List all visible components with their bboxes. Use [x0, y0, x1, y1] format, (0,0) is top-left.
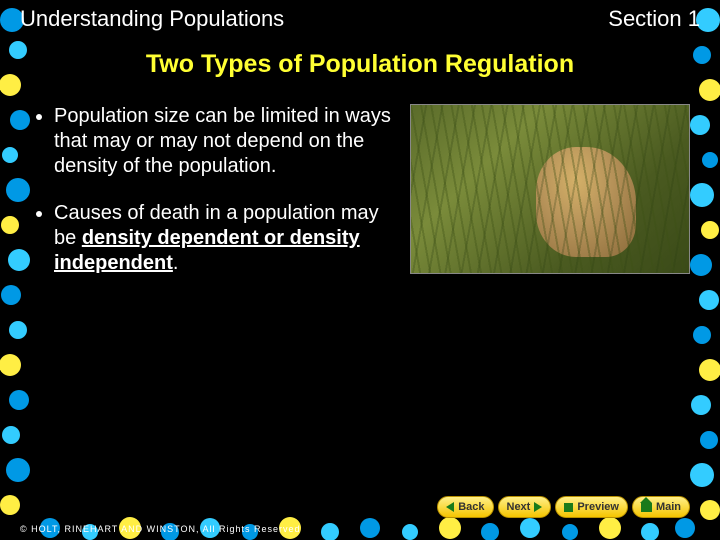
- bullet-term: density dependent or density independent: [54, 227, 360, 274]
- back-button[interactable]: Back: [437, 496, 493, 518]
- bullet-item: Causes of death in a population may be d…: [54, 201, 398, 276]
- next-button[interactable]: Next: [498, 496, 552, 518]
- nav-label: Next: [507, 501, 531, 513]
- header-right: Section 1: [608, 6, 700, 32]
- bullet-text: Population size can be limited in ways t…: [54, 105, 391, 177]
- nav-label: Main: [656, 501, 681, 513]
- arrow-left-icon: [446, 502, 454, 512]
- arrow-right-icon: [534, 502, 542, 512]
- main-button[interactable]: Main: [632, 496, 690, 518]
- content-image: [410, 104, 690, 274]
- header-left: Understanding Populations: [20, 6, 284, 32]
- preview-icon: [564, 503, 573, 512]
- home-icon: [641, 503, 652, 512]
- nav-label: Back: [458, 501, 484, 513]
- slide-title: Two Types of Population Regulation: [30, 50, 690, 79]
- slide-header: Understanding Populations Section 1: [20, 6, 700, 32]
- copyright-text: © HOLT, RINEHART AND WINSTON, All Rights…: [20, 524, 301, 534]
- nav-bar: Back Next Preview Main: [437, 496, 690, 518]
- preview-button[interactable]: Preview: [555, 496, 628, 518]
- bullet-text-suffix: .: [173, 252, 179, 274]
- slide-content: Two Types of Population Regulation Popul…: [30, 50, 690, 480]
- nav-label: Preview: [577, 501, 619, 513]
- bullet-list: Population size can be limited in ways t…: [30, 104, 398, 298]
- bullet-item: Population size can be limited in ways t…: [54, 104, 398, 179]
